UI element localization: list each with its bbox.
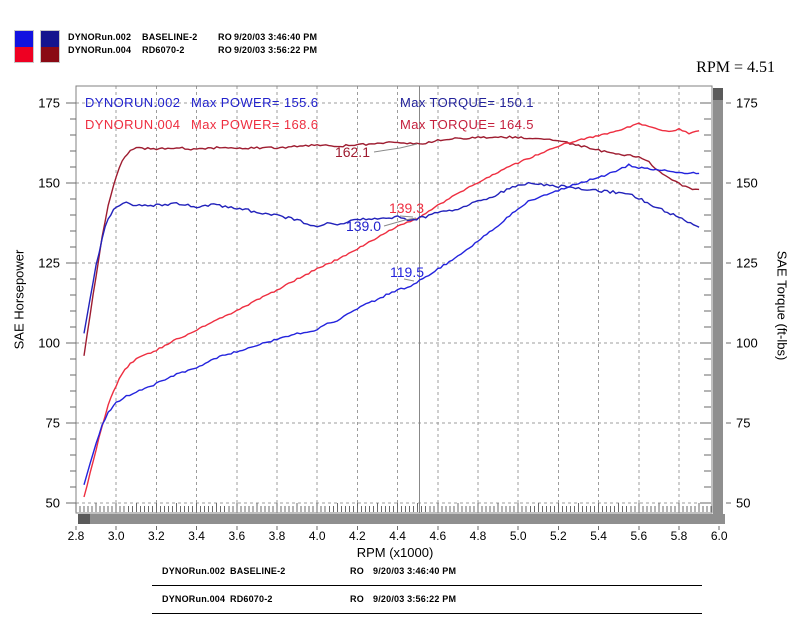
run-file-name: DYNORun.002 (162, 566, 226, 576)
svg-text:4.2: 4.2 (349, 529, 366, 543)
footer-divider (152, 585, 702, 586)
annotation-max-torque: Max TORQUE= 164.5 (400, 117, 534, 132)
y-axis-title-right: SAE Torque (ft-lbs) (774, 250, 790, 361)
header-legend-row: DYNORun.002 BASELINE-2 RO 9/20/03 3:46:4… (68, 32, 317, 42)
svg-text:2.8: 2.8 (68, 529, 85, 543)
cursor-readout-value: 139.3 (389, 200, 424, 216)
svg-text:125: 125 (736, 256, 758, 271)
plot-shadow-bars (78, 88, 725, 524)
curve-dynorun-002-torque (83, 181, 700, 334)
run-timestamp: 9/20/03 3:56:22 PM (373, 594, 457, 604)
svg-text:125: 125 (38, 256, 60, 271)
axis-ticks (66, 102, 731, 530)
annotation-max-torque: Max TORQUE= 150.1 (400, 95, 534, 110)
power-color-run004 (15, 46, 33, 62)
svg-text:4.6: 4.6 (429, 529, 446, 543)
svg-text:75: 75 (46, 416, 60, 431)
cursor-readout-value: 162.1 (335, 144, 370, 160)
y-axis-title-left: SAE Horsepower (11, 249, 27, 350)
plot-border (75, 85, 713, 514)
x-axis-title: RPM (x1000) (356, 545, 434, 560)
svg-text:3.4: 3.4 (188, 529, 205, 543)
svg-text:6.0: 6.0 (711, 529, 728, 543)
svg-text:5.0: 5.0 (510, 529, 527, 543)
run-file-name: DYNORun.002 (68, 32, 132, 42)
x-tick-labels: 2.8 3.0 3.2 3.4 3.6 3.8 4.0 4.2 4.4 4.6 4.8 5.0 5.2 5… (68, 529, 728, 543)
cursor-rpm-readout: RPM = 4.51 (696, 59, 775, 76)
footer-legend-row: DYNORun.002 BASELINE-2 RO 9/20/03 3:46:4… (162, 566, 456, 576)
svg-text:5.8: 5.8 (671, 529, 688, 543)
run-operator: RO (350, 594, 364, 604)
run-timestamp: 9/20/03 3:46:40 PM (234, 32, 318, 42)
svg-text:3.2: 3.2 (148, 529, 165, 543)
legend-swatch-power-colors (14, 30, 34, 63)
header-legend-row: DYNORun.004 RD6070-2 RO 9/20/03 3:56:22 … (68, 45, 317, 55)
svg-text:50: 50 (736, 496, 750, 511)
cursor-readout-value: 139.0 (346, 218, 381, 234)
run-file-name: DYNORun.004 (162, 594, 226, 604)
run-file-name: DYNORun.004 (68, 45, 132, 55)
svg-text:3.6: 3.6 (228, 529, 245, 543)
svg-text:3.0: 3.0 (108, 529, 125, 543)
annotation-max-power: Max POWER= 155.6 (191, 95, 318, 110)
cursor-readout-value: 119.5 (390, 264, 424, 280)
run-operator: RO (218, 45, 232, 55)
max-annotations: DYNORUN.002 Max POWER= 155.6 Max TORQUE= 1… (85, 95, 534, 132)
run-description: BASELINE-2 (142, 32, 198, 42)
svg-text:5.6: 5.6 (630, 529, 647, 543)
svg-text:175: 175 (38, 95, 60, 110)
svg-text:4.8: 4.8 (470, 529, 487, 543)
y-tick-labels-right: 50 75 100 125 150 175 (736, 95, 758, 510)
torque-color-run004 (41, 46, 59, 62)
run-description: RD6070-2 (230, 594, 273, 604)
svg-text:75: 75 (736, 416, 750, 431)
run-timestamp: 9/20/03 3:56:22 PM (234, 45, 318, 55)
run-description: RD6070-2 (142, 45, 185, 55)
svg-text:50: 50 (46, 496, 60, 511)
footer-divider (152, 613, 702, 614)
curve-dynorun-004-power (83, 122, 700, 498)
legend-swatch-torque-colors (40, 30, 60, 63)
readout-leader (399, 215, 414, 218)
gridlines (76, 86, 712, 513)
readout-leader (403, 278, 415, 282)
svg-text:175: 175 (736, 95, 758, 110)
svg-text:5.2: 5.2 (550, 529, 567, 543)
y-tick-labels-left: 50 75 100 125 150 175 (38, 95, 60, 510)
svg-text:5.4: 5.4 (590, 529, 607, 543)
svg-text:100: 100 (38, 336, 60, 351)
svg-text:3.8: 3.8 (269, 529, 286, 543)
curve-dynorun-004-torque (83, 135, 700, 356)
annotation-run-name: DYNORUN.004 (85, 117, 180, 132)
svg-text:4.0: 4.0 (309, 529, 326, 543)
annotation-run-name: DYNORUN.002 (85, 95, 180, 110)
readout-leader (373, 143, 418, 153)
cursor-readouts: 162.1 139.3 139.0 119.5 (335, 143, 424, 282)
run-operator: RO (350, 566, 364, 576)
torque-color-run002 (41, 31, 59, 47)
svg-text:150: 150 (736, 175, 758, 190)
power-color-run002 (15, 31, 33, 47)
run-operator: RO (218, 32, 232, 42)
run-timestamp: 9/20/03 3:46:40 PM (373, 566, 457, 576)
run-description: BASELINE-2 (230, 566, 286, 576)
footer-legend-row: DYNORun.004 RD6070-2 RO 9/20/03 3:56:22 … (162, 594, 456, 604)
svg-text:4.4: 4.4 (389, 529, 406, 543)
readout-leader (383, 217, 417, 227)
svg-text:100: 100 (736, 336, 758, 351)
curve-dynorun-002-power (83, 163, 700, 485)
annotation-max-power: Max POWER= 168.6 (191, 117, 318, 132)
svg-text:150: 150 (38, 175, 60, 190)
